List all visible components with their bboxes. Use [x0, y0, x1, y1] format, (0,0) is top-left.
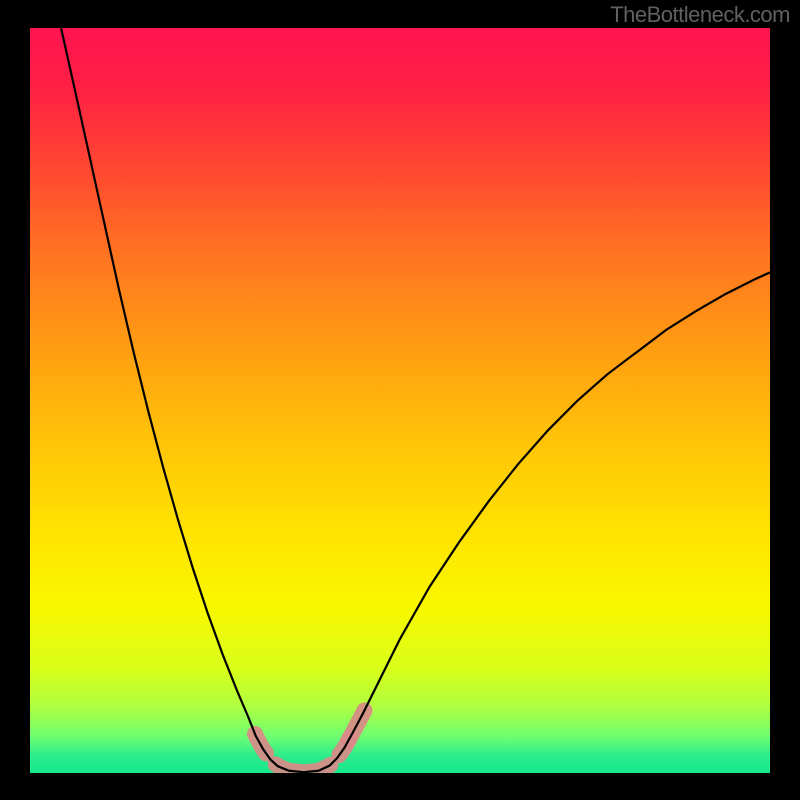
chart-plot-area [30, 28, 770, 773]
chart-background-gradient [30, 28, 770, 773]
watermark-text: TheBottleneck.com [610, 2, 790, 28]
bottleneck-chart [30, 28, 770, 773]
